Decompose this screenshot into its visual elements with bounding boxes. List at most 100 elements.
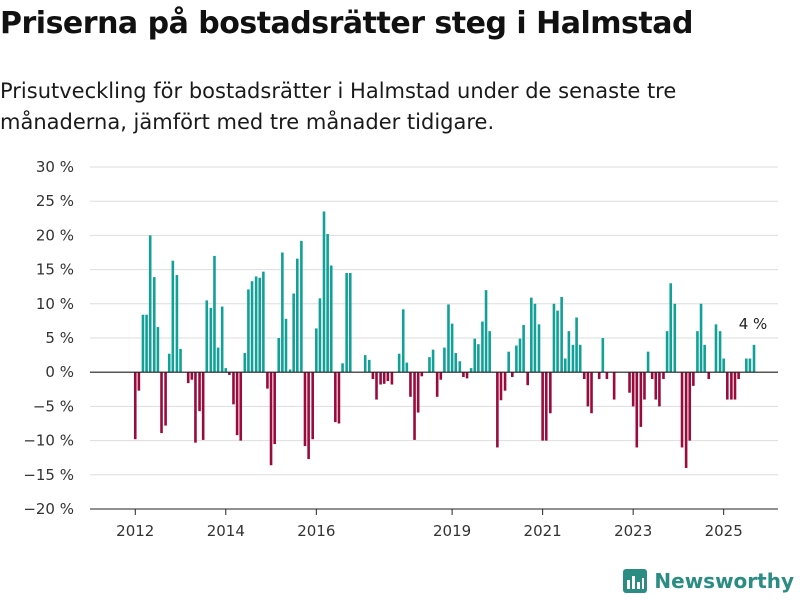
bar [575,317,578,373]
bar [179,348,182,373]
bar [469,368,473,373]
bar [329,265,333,373]
bar [511,372,514,377]
bar [148,235,152,373]
y-tick-label: 0 % [45,363,74,381]
bar [680,372,684,448]
bar [605,372,609,380]
chart-subtitle: Prisutveckling för bostadsrätter i Halms… [0,79,677,134]
y-tick-label: −10 % [23,432,74,450]
bar [435,372,439,397]
bar [273,372,276,445]
bar [556,310,559,373]
bar [552,303,556,373]
bar [228,372,231,375]
bar [458,361,462,373]
x-tick-label: 2012 [116,522,154,540]
bar [322,211,326,373]
bar [243,353,247,373]
bar [311,372,314,440]
bar [507,351,510,373]
bar [443,347,446,373]
bar [530,297,533,373]
bar [454,353,458,373]
bar [646,351,650,373]
bar [405,362,409,373]
bar [232,372,235,405]
bar [235,372,239,436]
bar [292,293,295,373]
bar [688,372,692,441]
bar [209,307,213,373]
x-tick-label: 2025 [705,522,743,540]
bar [284,318,288,373]
bar [379,372,382,385]
bar [348,273,352,373]
bar [431,349,435,373]
bar [303,372,307,447]
bar [167,353,171,373]
bar [416,372,420,413]
bar [582,372,586,380]
bar [141,314,145,373]
bar [220,306,224,373]
bar [549,372,552,414]
bar [371,372,375,380]
bar [662,372,665,380]
bar [345,273,348,373]
y-tick-label: −5 % [33,397,74,415]
bar [239,372,243,441]
bar [300,240,303,373]
bar [190,372,194,380]
brand-name: Newsworthy [654,569,794,593]
bar [669,283,673,373]
bar [175,275,179,373]
bar [413,372,416,440]
bar [537,324,541,373]
bar [563,358,567,373]
bar [707,372,711,380]
bar [544,372,548,441]
bar [650,372,654,380]
y-tick-label: 15 % [36,261,74,279]
bar [597,372,601,380]
bar [137,372,141,391]
bar [635,372,639,448]
bar [658,372,661,407]
x-tick-label: 2019 [433,522,471,540]
bar [518,338,522,373]
x-tick-label: 2014 [207,522,245,540]
bar [665,331,669,373]
bar [145,314,148,373]
bar [201,372,205,440]
bar [684,372,688,468]
bar [571,344,575,373]
bar [541,372,544,441]
bar [216,347,220,373]
bar [643,372,646,400]
y-tick-label: −15 % [23,466,74,484]
bar [477,344,480,373]
bar [213,255,216,373]
bar [367,359,371,373]
newsworthy-chart-icon [623,569,648,593]
bar [247,289,250,373]
bar [326,234,329,373]
bar [447,304,450,373]
bar [496,372,499,448]
bar [730,372,733,400]
bar [522,325,525,373]
bar [737,372,740,380]
y-axis-ticks: 30 % 25 % 20 % 15 % 10 % 5 % 0 % −5 % −10 % −15 %… [23,158,74,518]
bar [390,372,394,385]
bar [692,372,695,386]
x-tick-label: 2016 [297,522,335,540]
bar [334,372,337,423]
bar [269,372,273,466]
x-tick-label: 2023 [614,522,652,540]
x-tick-label: 2021 [524,522,562,540]
bar [194,372,197,443]
bar [726,372,729,400]
bar [258,277,262,373]
bar [224,368,228,373]
